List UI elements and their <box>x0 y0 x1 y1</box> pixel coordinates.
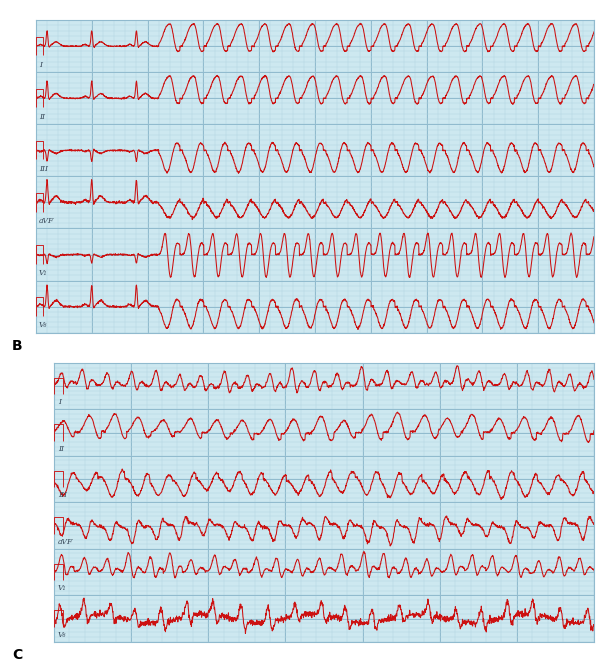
Text: V₁: V₁ <box>58 584 67 592</box>
Text: I: I <box>39 60 42 69</box>
Text: III: III <box>58 491 67 499</box>
Text: V₁: V₁ <box>39 269 47 277</box>
Text: aVF: aVF <box>58 538 73 546</box>
Text: aVF: aVF <box>39 217 54 225</box>
Text: I: I <box>58 398 61 406</box>
Text: B: B <box>12 339 23 353</box>
Text: V₆: V₆ <box>39 321 47 329</box>
Text: V₆: V₆ <box>58 630 67 638</box>
Text: II: II <box>39 113 45 121</box>
Text: III: III <box>39 165 48 173</box>
Text: C: C <box>12 648 22 663</box>
Text: II: II <box>58 445 64 452</box>
